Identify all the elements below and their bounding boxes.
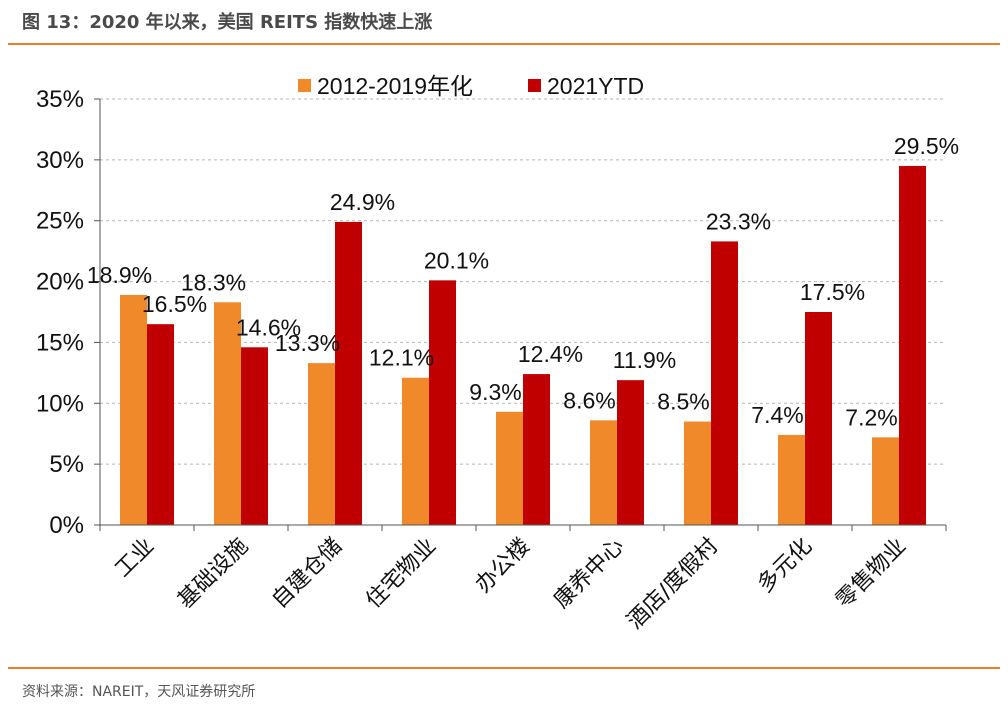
category-label: 自建仓储: [267, 534, 347, 614]
data-label: 23.3%: [706, 208, 771, 234]
y-tick-label: 30%: [36, 147, 84, 174]
bar-ytd: [147, 324, 174, 525]
bar-annualized: [402, 377, 429, 525]
bar-annualized: [120, 294, 147, 525]
data-label: 13.3%: [275, 330, 340, 356]
source-note: 资料来源：NAREIT，天风证券研究所: [22, 684, 256, 700]
category-label: 住宅物业: [361, 534, 441, 614]
legend-label: 2021YTD: [547, 73, 644, 99]
bar-annualized: [684, 421, 711, 525]
legend: 2012-2019年化 2021YTD: [298, 73, 644, 99]
data-labels: 18.9% 16.5%18.3% 14.6%13.3% 24.9% 12.1% 20.1%…: [87, 133, 959, 430]
data-label: 9.3%: [469, 379, 521, 405]
data-label: 14.6%: [236, 314, 301, 340]
bar-annualized: [590, 420, 617, 525]
y-tick-label: 15%: [36, 329, 84, 356]
legend-label: 2012-2019年化: [317, 73, 473, 99]
data-label: 24.9%: [330, 189, 395, 215]
data-label: 12.4%: [518, 341, 583, 367]
bar-ytd: [617, 380, 644, 525]
bar-ytd: [899, 165, 926, 525]
title-divider: [8, 43, 1000, 45]
bar-annualized: [778, 434, 805, 525]
bar-annualized: [496, 411, 523, 525]
data-label: 7.4%: [751, 402, 803, 428]
category-label: 多元化: [753, 534, 817, 598]
bar-ytd: [429, 280, 456, 525]
data-label: 17.5%: [800, 279, 865, 305]
y-tick-label: 25%: [36, 208, 84, 235]
category-label: 康养中心: [549, 534, 629, 614]
data-label: 8.6%: [563, 387, 615, 413]
bar-annualized: [214, 302, 241, 525]
category-label: 酒店/度假村: [623, 534, 724, 635]
bar-ytd: [241, 347, 268, 525]
legend-swatch: [298, 79, 311, 92]
bar-ytd: [711, 241, 738, 526]
y-tick-label: 35%: [36, 86, 84, 113]
data-label: 18.3%: [181, 269, 246, 295]
y-tick-label: 5%: [49, 451, 84, 478]
data-label: 16.5%: [142, 291, 207, 317]
y-tick-label: 20%: [36, 269, 84, 296]
bar-ytd: [805, 312, 832, 525]
category-label: 工业: [110, 534, 159, 583]
data-label: 20.1%: [424, 247, 489, 273]
data-label: 8.5%: [657, 389, 709, 415]
legend-swatch: [528, 79, 541, 92]
page-title: 图 13：2020 年以来，美国 REITS 指数快速上涨: [22, 12, 433, 33]
bars: [120, 165, 926, 526]
data-label: 18.9%: [87, 262, 152, 288]
data-label: 7.2%: [845, 404, 897, 430]
y-tick-label: 0%: [49, 512, 84, 539]
category-label: 基础设施: [173, 534, 253, 614]
bar-ytd: [335, 221, 362, 525]
y-tick-label: 10%: [36, 390, 84, 417]
bar-annualized: [308, 363, 335, 525]
data-label: 11.9%: [613, 347, 677, 373]
data-label: 12.1%: [369, 345, 434, 371]
bar-annualized: [872, 437, 899, 525]
category-label: 零售物业: [831, 534, 911, 614]
footer-divider: [8, 667, 1000, 669]
data-label: 29.5%: [894, 133, 959, 159]
category-label: 办公楼: [471, 534, 535, 598]
bar-ytd: [523, 374, 550, 525]
